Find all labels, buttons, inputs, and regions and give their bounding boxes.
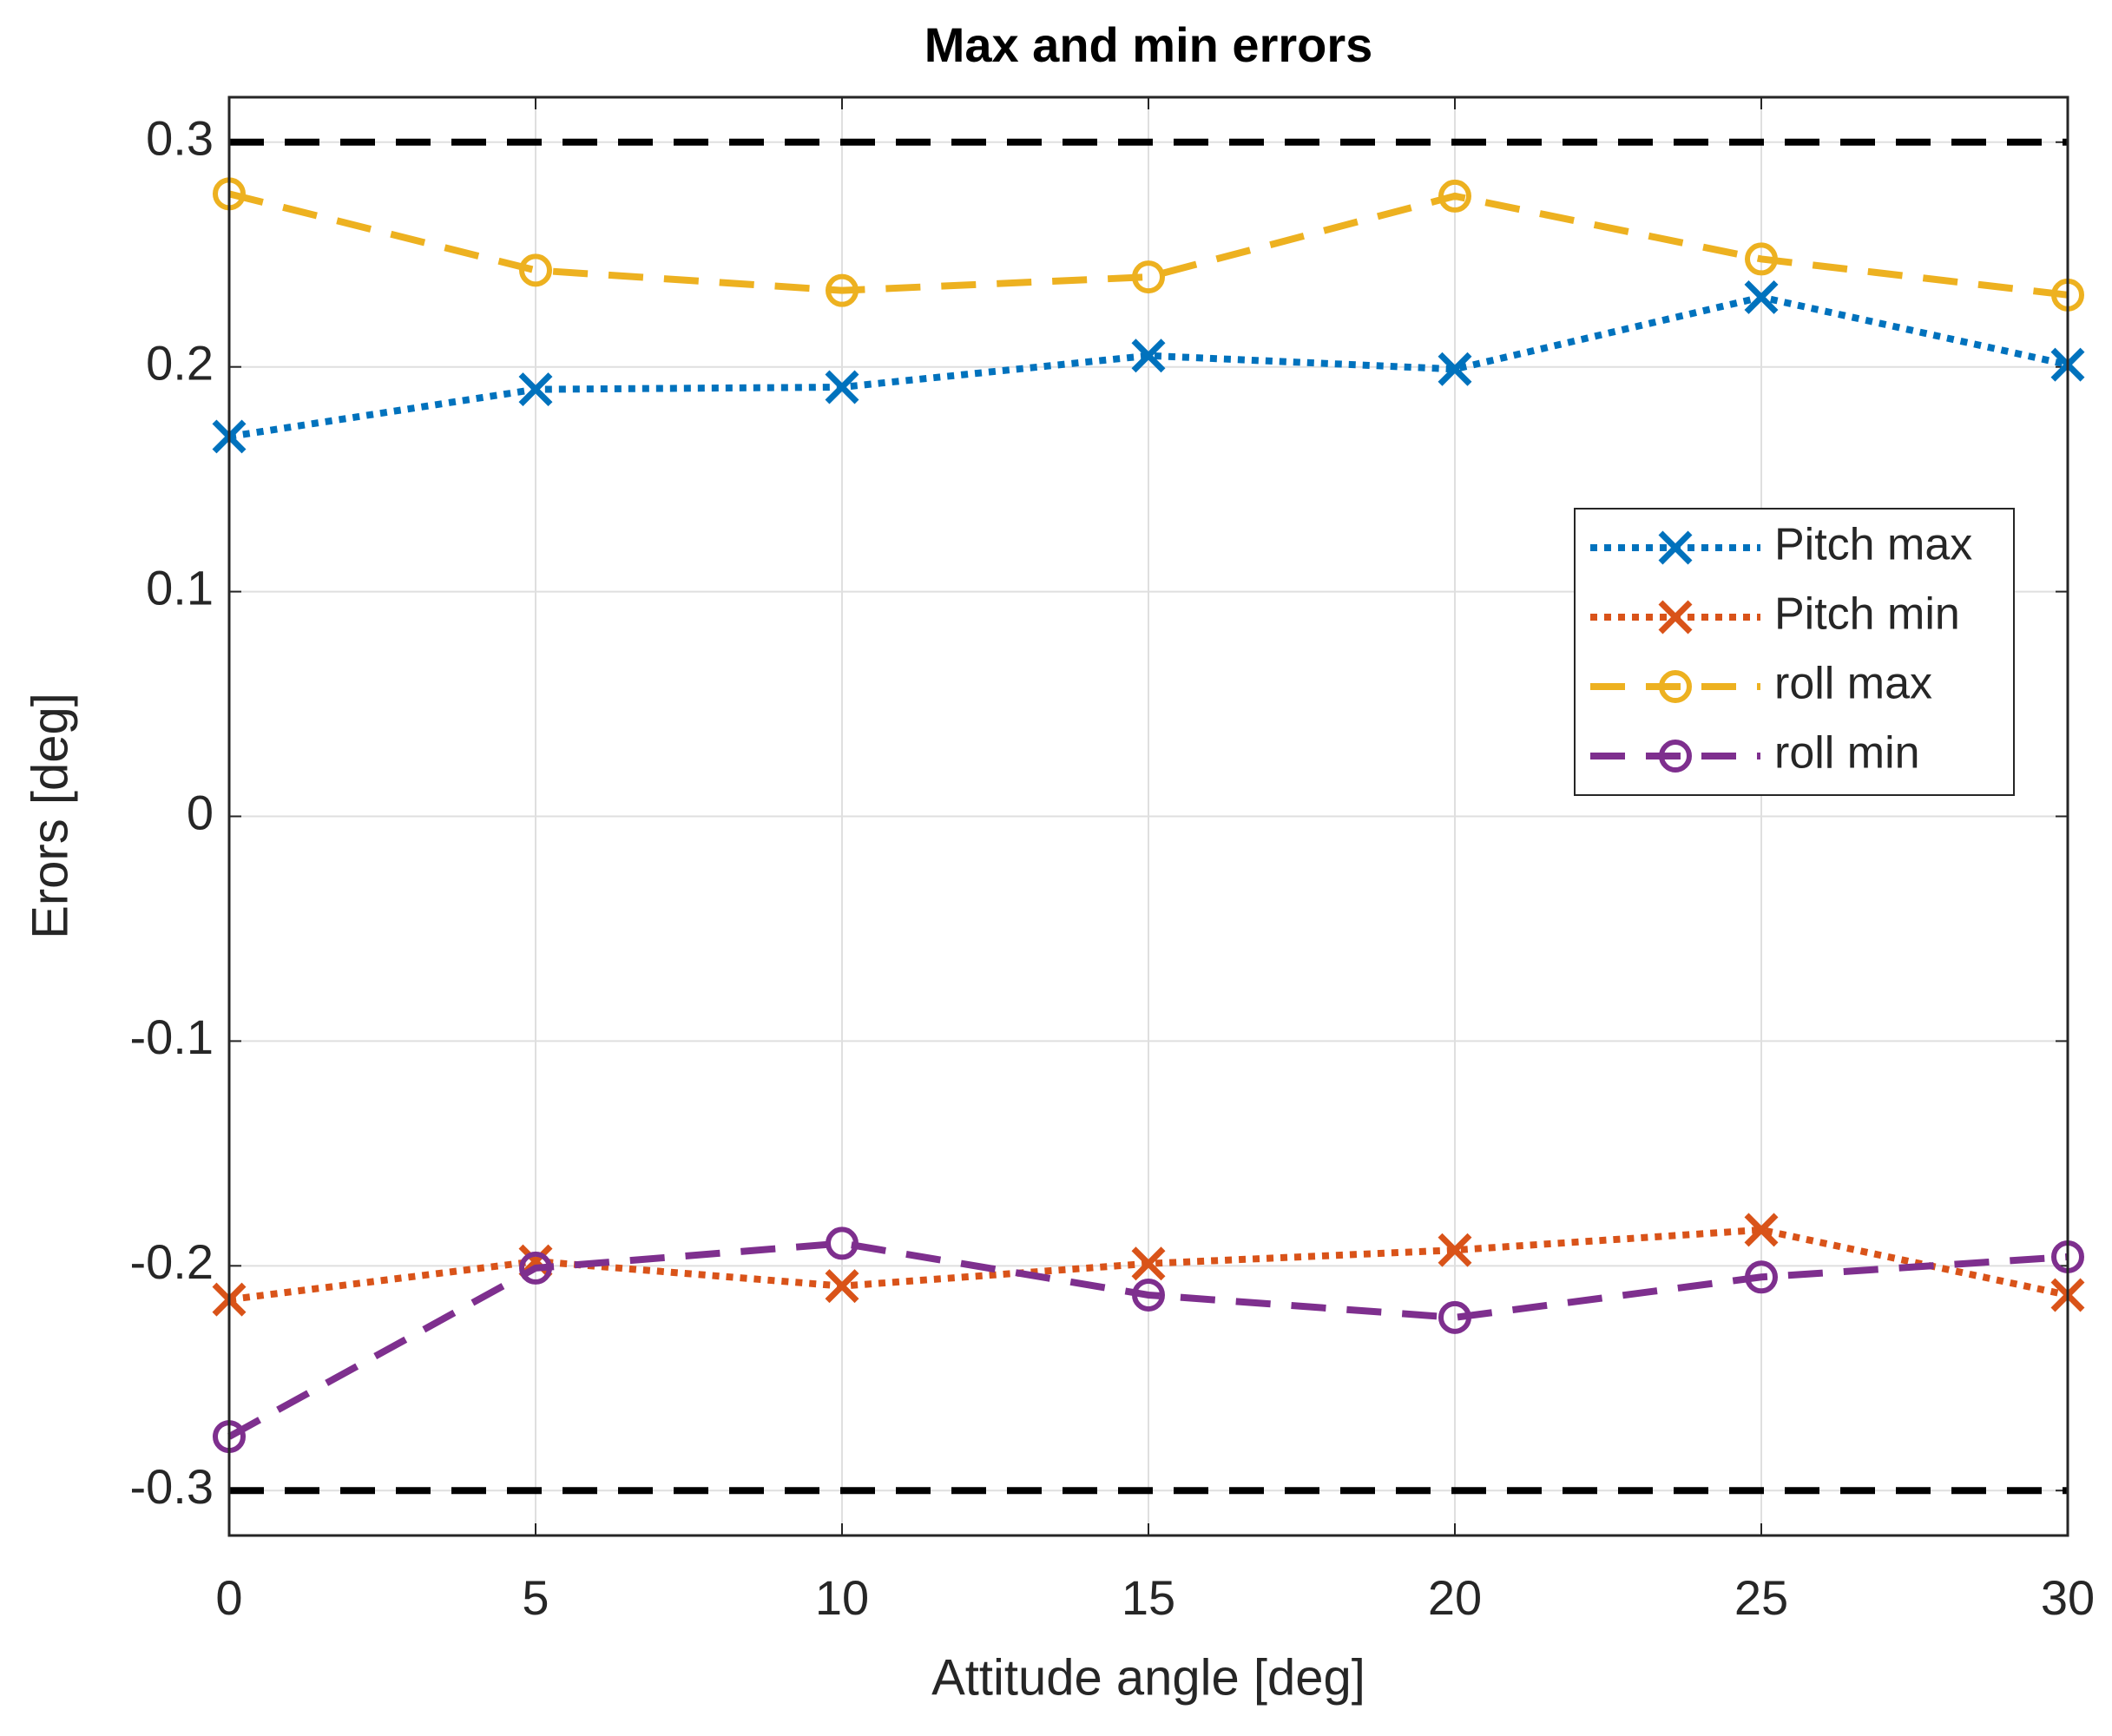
legend-label: roll max (1774, 659, 1932, 709)
y-tick-label: 0.3 (146, 111, 214, 166)
chart-title: Max and min errors (924, 17, 1373, 72)
legend-box (1574, 508, 2015, 796)
marker (519, 253, 552, 287)
x-tick-label: 25 (1734, 1570, 1788, 1625)
marker (1438, 179, 1471, 213)
y-tick-label: 0.2 (146, 335, 214, 390)
legend-label: Pitch max (1774, 520, 1972, 570)
legend-marker (1659, 670, 1692, 703)
marker (1438, 1233, 1472, 1267)
y-axis-label: Erors [deg] (22, 693, 78, 939)
marker (1744, 279, 1779, 314)
marker (1438, 1300, 1471, 1334)
legend-label: roll min (1774, 728, 1920, 779)
marker (1131, 339, 1166, 373)
x-tick-label: 20 (1428, 1570, 1482, 1625)
legend-marker (1659, 740, 1692, 773)
series-line (227, 1240, 2069, 1440)
series-line (228, 190, 2069, 299)
y-tick-label: 0.1 (146, 560, 214, 615)
legend-label: Pitch min (1774, 589, 1960, 640)
legend-marker (1658, 600, 1693, 635)
legend: Pitch max Pitch min roll max roll min (1574, 508, 2015, 796)
marker (1132, 1278, 1165, 1312)
x-tick-label: 5 (522, 1570, 549, 1625)
y-tick-label: -0.2 (130, 1234, 214, 1289)
marker (1744, 1213, 1779, 1247)
plot-frame (227, 95, 2069, 1537)
marker (518, 372, 553, 407)
legend-marker (1658, 530, 1693, 565)
marker (825, 370, 859, 404)
y-tick-label: 0 (187, 785, 214, 839)
marker (825, 1269, 859, 1304)
y-tick-label: -0.3 (130, 1459, 214, 1514)
marker (826, 273, 859, 307)
marker (1132, 260, 1165, 294)
marker (826, 1226, 859, 1260)
x-tick-label: 30 (2041, 1570, 2095, 1625)
y-tick-label: -0.1 (130, 1009, 214, 1064)
x-axis-label: Attitude angle [deg] (931, 1649, 1365, 1706)
x-tick-label: 10 (815, 1570, 869, 1625)
x-tick-label: 0 (215, 1570, 242, 1625)
marker (519, 1251, 552, 1285)
x-tick-label: 15 (1122, 1570, 1175, 1625)
marker (1131, 1246, 1166, 1281)
marker (1745, 1260, 1778, 1294)
marker (1438, 352, 1472, 386)
marker (1745, 242, 1778, 276)
